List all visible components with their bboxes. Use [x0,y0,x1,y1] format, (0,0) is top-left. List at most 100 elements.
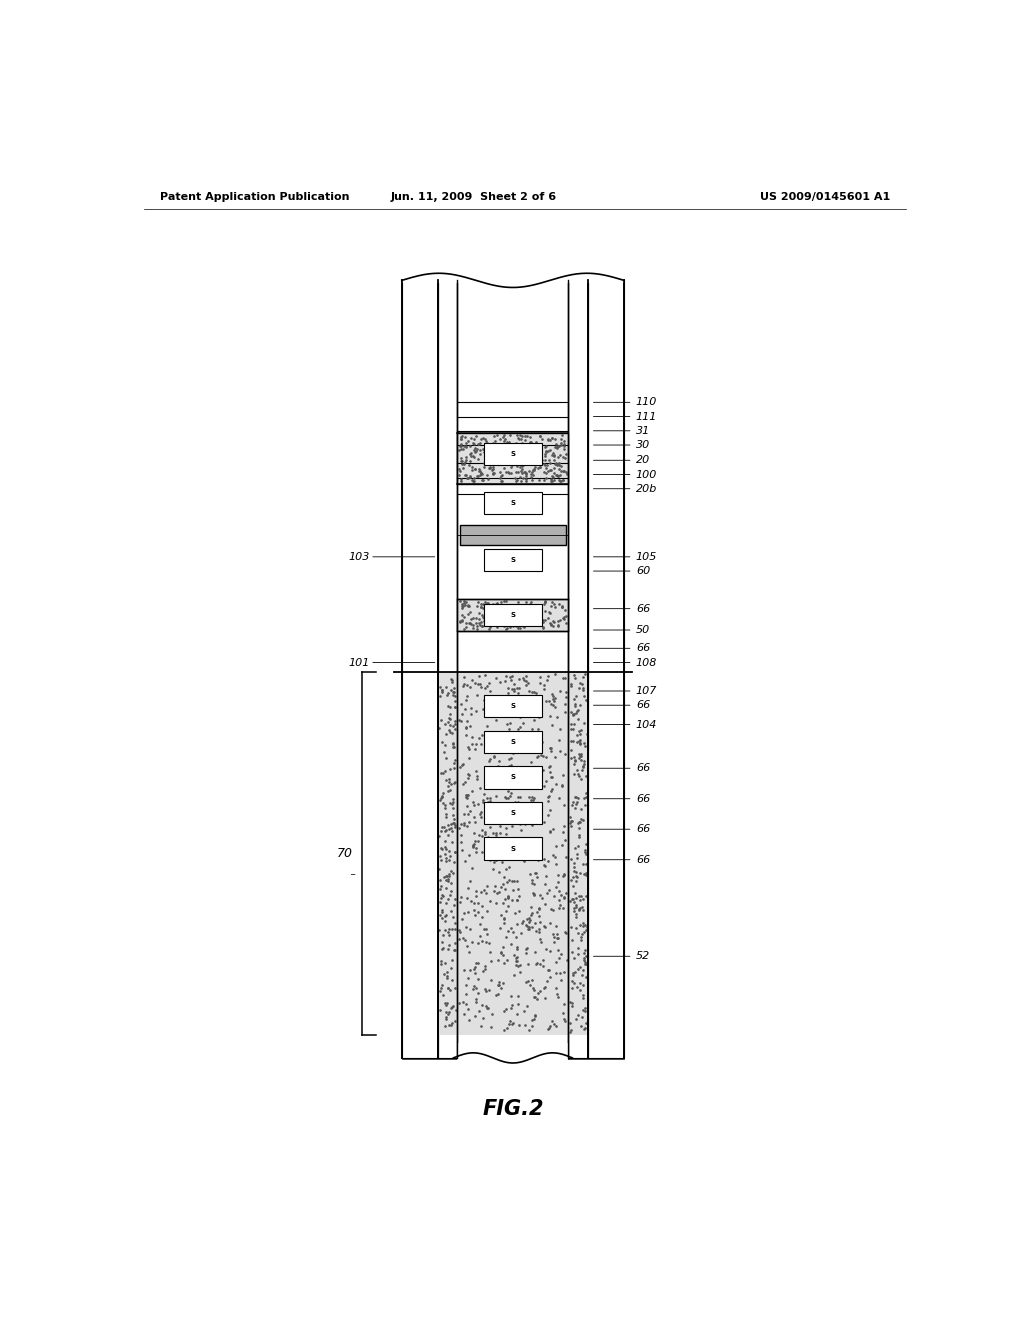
Point [569,937,586,958]
Point [540,787,556,808]
Point [477,447,494,469]
Point [453,693,469,714]
Point [457,771,473,792]
Point [520,609,537,630]
Point [473,1015,489,1036]
Point [471,665,487,686]
Point [464,669,480,690]
Point [484,822,501,843]
Point [531,906,548,927]
Point [524,470,541,491]
Point [433,939,450,960]
Point [443,873,460,894]
Point [480,618,497,639]
Point [490,974,507,995]
Point [569,700,586,721]
Point [466,428,482,449]
Point [534,598,550,619]
Point [528,921,545,942]
Point [446,919,463,940]
Point [518,609,535,630]
Point [568,702,585,723]
Point [548,983,564,1005]
Point [434,884,451,906]
Point [473,429,489,450]
Point [570,826,587,847]
Point [435,886,452,907]
Point [558,949,574,970]
Point [505,594,521,615]
Point [539,454,555,475]
Point [476,457,493,478]
Point [452,611,468,632]
Point [484,701,501,722]
Point [564,791,581,812]
Point [508,442,524,463]
Bar [483,696,543,718]
Point [471,603,487,624]
Point [542,755,558,776]
Point [542,1018,558,1039]
Point [521,430,538,451]
Point [567,787,584,808]
Point [549,924,565,945]
Point [486,851,503,873]
Point [459,788,475,809]
Point [441,772,458,793]
Point [525,459,542,480]
Point [481,891,498,912]
Point [558,883,574,904]
Point [454,598,470,619]
Point [445,734,462,755]
Point [517,797,534,818]
Point [505,742,521,763]
Bar [437,280,458,1057]
Point [511,446,527,467]
Point [468,886,484,907]
Point [541,785,557,807]
Point [503,783,519,804]
Point [523,873,540,894]
Point [447,939,464,960]
Point [498,927,514,948]
Point [463,704,479,725]
Point [437,760,454,781]
Point [443,723,460,744]
Point [540,607,556,628]
Point [500,887,516,908]
Point [570,836,587,857]
Point [518,591,535,612]
Point [574,960,591,981]
Point [509,939,525,960]
Point [572,915,589,936]
Point [496,436,512,457]
Point [545,471,561,492]
Point [494,465,510,486]
Point [436,830,453,851]
Point [475,689,492,710]
Point [466,975,482,997]
Point [476,919,493,940]
Point [557,599,573,620]
Point [489,797,506,818]
Point [490,686,507,708]
Point [501,857,517,878]
Point [475,438,492,459]
Point [521,601,538,622]
Point [531,609,548,630]
Point [458,784,474,805]
Point [473,825,489,846]
Point [484,593,501,614]
Point [480,792,497,813]
Point [479,788,496,809]
Point [496,591,512,612]
Point [563,747,580,768]
Point [468,952,484,973]
Point [548,1015,564,1036]
Point [526,883,543,904]
Point [532,928,549,949]
Point [538,454,554,475]
Point [459,936,475,957]
Point [517,463,534,484]
Point [529,989,546,1010]
